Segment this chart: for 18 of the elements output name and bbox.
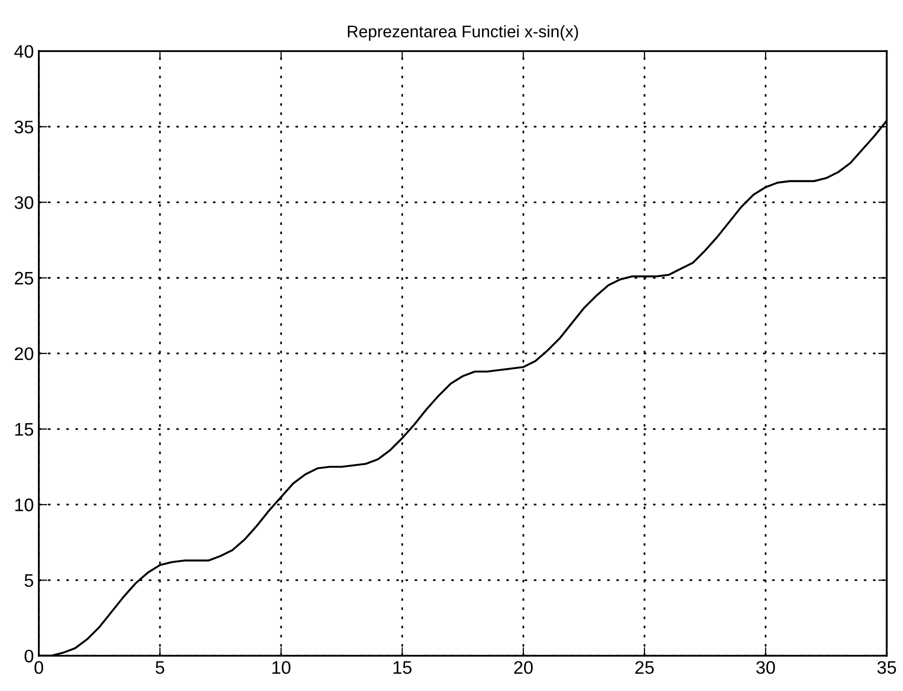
x-tick-label: 15 [394, 661, 412, 674]
x-tick-label: 10 [272, 661, 290, 674]
x-tick-label: 5 [156, 661, 164, 674]
y-tick-label: 0 [24, 650, 34, 662]
y-tick-label: 35 [14, 120, 34, 134]
y-tick-label: 5 [24, 574, 34, 587]
y-tick-label: 15 [15, 423, 34, 436]
y-tick-label: 25 [14, 272, 34, 285]
chart-title: Reprezentarea Functiei x-sin(x) [348, 25, 578, 41]
x-tick-label: 0 [34, 661, 44, 674]
x-tick-label: 25 [635, 661, 654, 674]
y-tick-label: 20 [14, 347, 34, 360]
y-tick-label: 40 [14, 45, 34, 58]
x-tick-label: 20 [514, 661, 533, 674]
x-tick-label: 35 [877, 661, 896, 674]
y-tick-label: 10 [15, 498, 34, 512]
x-tick-label: 30 [756, 661, 775, 674]
y-tick-label: 30 [14, 196, 34, 210]
